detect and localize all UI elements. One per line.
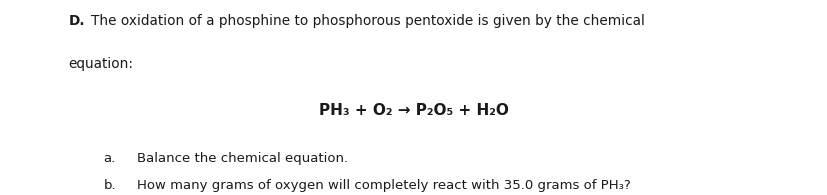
Text: a.: a.	[103, 152, 116, 165]
Text: The oxidation of a phosphine to phosphorous pentoxide is given by the chemical: The oxidation of a phosphine to phosphor…	[91, 14, 644, 28]
Text: equation:: equation:	[69, 57, 134, 71]
Text: Balance the chemical equation.: Balance the chemical equation.	[136, 152, 347, 165]
Text: PH₃ + O₂ → P₂O₅ + H₂O: PH₃ + O₂ → P₂O₅ + H₂O	[318, 103, 509, 118]
Text: D.: D.	[69, 14, 85, 28]
Text: How many grams of oxygen will completely react with 35.0 grams of PH₃?: How many grams of oxygen will completely…	[136, 179, 629, 192]
Text: b.: b.	[103, 179, 116, 192]
